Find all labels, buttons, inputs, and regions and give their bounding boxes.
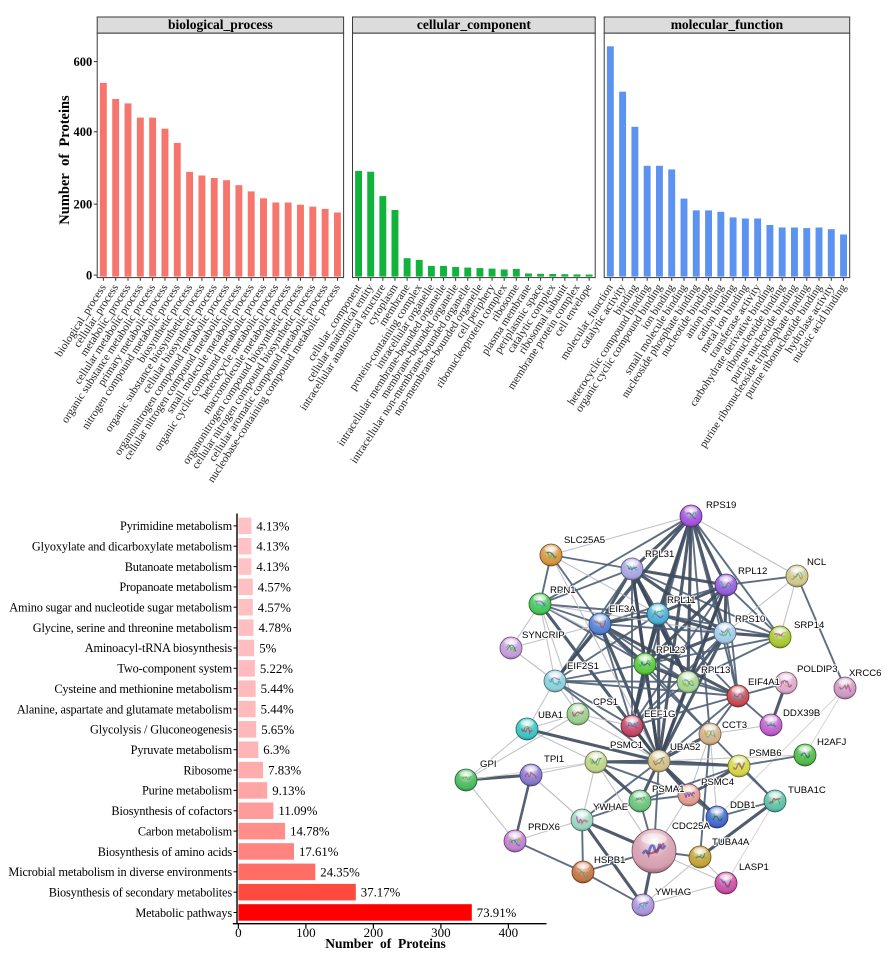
svg-text:11.09%: 11.09% bbox=[278, 804, 317, 818]
svg-text:200: 200 bbox=[73, 197, 92, 211]
svg-text:TPI1: TPI1 bbox=[544, 754, 564, 765]
svg-text:Metabolic pathways: Metabolic pathways bbox=[135, 906, 232, 920]
svg-text:200: 200 bbox=[364, 925, 384, 940]
svg-text:Glyoxylate and dicarboxylate m: Glyoxylate and dicarboxylate metabolism bbox=[32, 540, 233, 554]
svg-text:RPN1: RPN1 bbox=[550, 585, 576, 596]
svg-text:NCL: NCL bbox=[807, 557, 827, 568]
svg-text:POLDIP3: POLDIP3 bbox=[797, 664, 838, 675]
svg-text:CDC25A: CDC25A bbox=[672, 821, 710, 832]
svg-text:molecular_function: molecular_function bbox=[671, 17, 784, 32]
svg-text:UBA52: UBA52 bbox=[670, 742, 700, 753]
svg-text:4.78%: 4.78% bbox=[259, 621, 292, 635]
svg-text:14.78%: 14.78% bbox=[290, 825, 330, 839]
svg-text:4.57%: 4.57% bbox=[258, 580, 291, 594]
svg-text:SLC25A5: SLC25A5 bbox=[564, 535, 605, 546]
svg-text:5.22%: 5.22% bbox=[260, 662, 293, 676]
svg-text:XRCC6: XRCC6 bbox=[849, 668, 882, 679]
svg-text:6.3%: 6.3% bbox=[263, 743, 290, 757]
svg-text:RPL12: RPL12 bbox=[738, 566, 767, 577]
svg-text:Two-component system: Two-component system bbox=[117, 662, 232, 676]
svg-text:Amino sugar and nucleotide sug: Amino sugar and nucleotide sugar metabol… bbox=[9, 601, 232, 615]
svg-text:Biosynthesis of cofactors: Biosynthesis of cofactors bbox=[111, 804, 232, 818]
svg-text:EIF3A: EIF3A bbox=[609, 604, 636, 615]
svg-text:Number of Proteins: Number of Proteins bbox=[57, 95, 73, 225]
svg-text:DDB1: DDB1 bbox=[730, 800, 756, 811]
svg-text:5.44%: 5.44% bbox=[261, 703, 294, 717]
svg-text:PSMC1: PSMC1 bbox=[610, 740, 643, 751]
svg-text:LASP1: LASP1 bbox=[739, 862, 769, 873]
svg-text:cellular_component: cellular_component bbox=[417, 17, 531, 32]
svg-text:24.35%: 24.35% bbox=[320, 865, 360, 879]
svg-text:Pyruvate metabolism: Pyruvate metabolism bbox=[131, 743, 233, 757]
svg-text:RPL11: RPL11 bbox=[667, 595, 696, 606]
svg-text:TUBA1C: TUBA1C bbox=[788, 785, 826, 796]
svg-text:Biosynthesis of secondary meta: Biosynthesis of secondary metabolites bbox=[49, 886, 233, 900]
svg-text:5%: 5% bbox=[259, 642, 276, 656]
svg-text:Butanoate metabolism: Butanoate metabolism bbox=[125, 560, 233, 574]
svg-text:17.61%: 17.61% bbox=[299, 845, 339, 859]
svg-text:Propanoate metabolism: Propanoate metabolism bbox=[119, 580, 232, 594]
svg-text:Purine metabolism: Purine metabolism bbox=[142, 784, 233, 798]
svg-text:EEF1G: EEF1G bbox=[644, 709, 675, 720]
svg-text:RPL31: RPL31 bbox=[645, 549, 674, 560]
svg-text:5.44%: 5.44% bbox=[261, 682, 294, 696]
svg-text:Glycine, serine and threonine: Glycine, serine and threonine metabolism bbox=[33, 621, 233, 635]
svg-text:Pyrimidine metabolism: Pyrimidine metabolism bbox=[120, 519, 233, 533]
svg-text:TUBA4A: TUBA4A bbox=[712, 837, 750, 848]
svg-text:UBA1: UBA1 bbox=[538, 710, 563, 721]
svg-text:0: 0 bbox=[235, 925, 242, 940]
svg-text:SRP14: SRP14 bbox=[794, 620, 825, 631]
svg-text:RPL23: RPL23 bbox=[656, 645, 685, 656]
svg-text:100: 100 bbox=[296, 925, 316, 940]
svg-text:4.13%: 4.13% bbox=[256, 519, 289, 533]
svg-text:RPS10: RPS10 bbox=[735, 614, 765, 625]
svg-text:PRDX6: PRDX6 bbox=[528, 822, 560, 833]
svg-text:SYNCRIP: SYNCRIP bbox=[522, 630, 565, 641]
svg-text:600: 600 bbox=[73, 55, 92, 69]
svg-text:EIF2S1: EIF2S1 bbox=[567, 661, 599, 672]
svg-text:Cysteine and methionine metabo: Cysteine and methionine metabolism bbox=[54, 682, 232, 696]
svg-text:4.13%: 4.13% bbox=[256, 560, 289, 574]
svg-text:300: 300 bbox=[431, 925, 451, 940]
svg-text:PSMB6: PSMB6 bbox=[749, 748, 782, 759]
svg-text:4.57%: 4.57% bbox=[258, 601, 291, 615]
svg-text:400: 400 bbox=[499, 925, 519, 940]
svg-text:biological_process: biological_process bbox=[168, 17, 273, 32]
svg-text:9.13%: 9.13% bbox=[272, 784, 305, 798]
svg-text:Microbial metabolism in divers: Microbial metabolism in diverse environm… bbox=[8, 865, 232, 879]
svg-text:YWHAG: YWHAG bbox=[655, 887, 691, 898]
svg-text:73.91%: 73.91% bbox=[477, 906, 517, 920]
svg-text:RPL13: RPL13 bbox=[701, 665, 730, 676]
svg-text:H2AFJ: H2AFJ bbox=[817, 737, 847, 748]
svg-text:Alanine, aspartate and glutama: Alanine, aspartate and glutamate metabol… bbox=[17, 702, 233, 716]
svg-text:PSMA1: PSMA1 bbox=[652, 784, 685, 795]
svg-text:37.17%: 37.17% bbox=[361, 886, 401, 900]
svg-text:0: 0 bbox=[86, 268, 92, 282]
svg-text:5.65%: 5.65% bbox=[261, 723, 294, 737]
svg-text:Glycolysis / Gluconeogenesis: Glycolysis / Gluconeogenesis bbox=[90, 723, 232, 737]
svg-text:Aminoacyl-tRNA biosynthesis: Aminoacyl-tRNA biosynthesis bbox=[85, 641, 233, 655]
svg-text:Number of Proteins: Number of Proteins bbox=[325, 936, 446, 951]
svg-text:EIF4A1: EIF4A1 bbox=[748, 677, 780, 688]
svg-text:Carbon metabolism: Carbon metabolism bbox=[138, 824, 233, 838]
svg-text:Ribosome: Ribosome bbox=[183, 763, 232, 777]
svg-text:YWHAE: YWHAE bbox=[593, 802, 628, 813]
svg-text:CCT3: CCT3 bbox=[722, 720, 747, 731]
svg-text:GPI: GPI bbox=[480, 759, 497, 770]
svg-text:RPS19: RPS19 bbox=[706, 500, 736, 511]
svg-text:Biosynthesis of amino acids: Biosynthesis of amino acids bbox=[98, 845, 233, 859]
svg-text:CPS1: CPS1 bbox=[593, 697, 618, 708]
svg-text:400: 400 bbox=[73, 125, 92, 139]
svg-text:HSPB1: HSPB1 bbox=[594, 855, 625, 866]
svg-text:7.83%: 7.83% bbox=[268, 764, 301, 778]
svg-text:DDX39B: DDX39B bbox=[783, 708, 820, 719]
svg-text:PSMC4: PSMC4 bbox=[701, 777, 735, 788]
svg-text:4.13%: 4.13% bbox=[256, 540, 289, 554]
